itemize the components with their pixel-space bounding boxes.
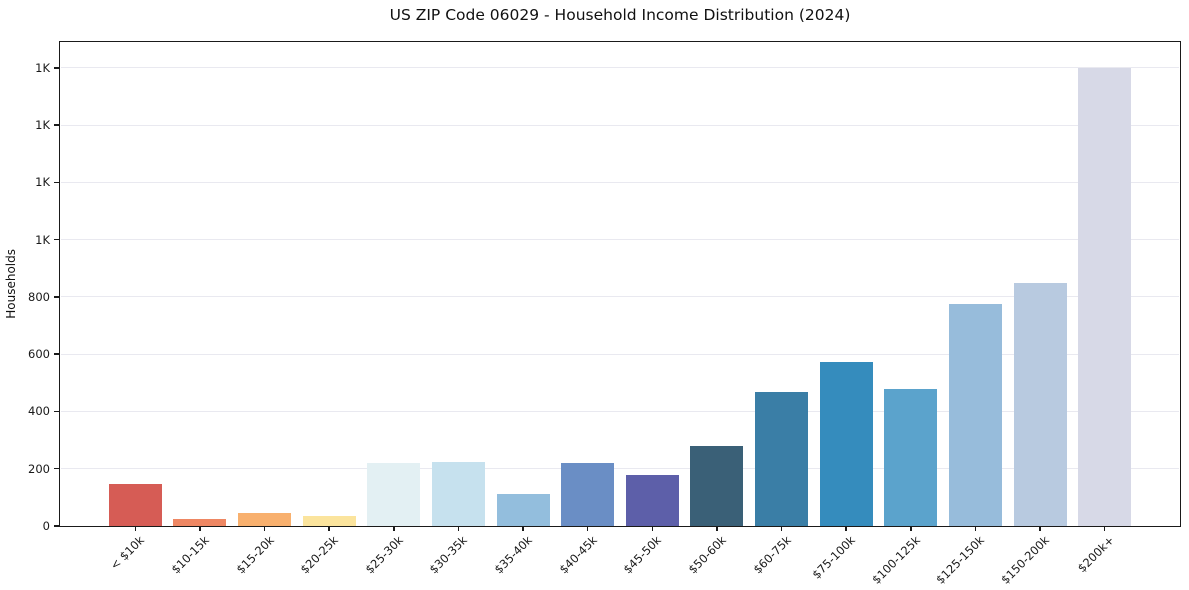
bar [755, 391, 809, 526]
x-tick-mark [457, 526, 460, 531]
bar [690, 445, 744, 526]
y-tick-mark [54, 353, 59, 355]
y-tick-label: 1K [35, 60, 50, 75]
bar [625, 475, 679, 526]
bar [238, 513, 292, 526]
y-tick-label: 200 [28, 461, 50, 476]
x-tick-mark [716, 526, 718, 531]
y-tick-mark [54, 181, 59, 184]
x-tick-mark [845, 526, 847, 531]
x-tick-mark [651, 526, 654, 531]
bar [302, 515, 356, 526]
y-tick-label: 1K [35, 232, 50, 247]
x-tick-mark [1039, 526, 1041, 531]
gridline [61, 181, 1179, 183]
x-tick-mark [1103, 526, 1106, 531]
bar [173, 518, 227, 526]
bar [496, 494, 550, 526]
x-tick-mark [780, 526, 783, 531]
y-tick-mark [54, 238, 59, 241]
gridline [61, 67, 1179, 69]
bar [108, 484, 162, 526]
x-tick-mark [263, 526, 266, 531]
x-tick-mark [910, 526, 912, 531]
x-tick-mark [328, 526, 330, 531]
chart-title: US ZIP Code 06029 - Household Income Dis… [389, 6, 851, 24]
y-tick-label: 600 [28, 347, 50, 362]
x-tick-mark [134, 526, 137, 531]
y-tick-mark [54, 124, 59, 126]
x-tick-label: < $10k [107, 533, 148, 573]
gridline [61, 124, 1179, 126]
bar [884, 389, 938, 526]
y-tick-mark [54, 410, 59, 413]
bar [819, 362, 873, 526]
x-tick-mark [974, 526, 977, 531]
x-tick-mark [522, 526, 524, 531]
gridline [61, 239, 1179, 241]
bar [431, 462, 485, 526]
y-tick-label: 800 [28, 289, 50, 304]
y-tick-label: 1K [35, 118, 50, 133]
y-tick-mark [54, 525, 59, 527]
bar [367, 462, 421, 526]
y-tick-label: 0 [42, 519, 50, 533]
y-tick-mark [54, 467, 59, 470]
bar [1078, 67, 1132, 526]
y-tick-label: 1K [35, 175, 50, 190]
y-tick-mark [54, 67, 59, 69]
bar [561, 463, 615, 526]
bar [948, 303, 1002, 526]
gridline [61, 468, 1179, 470]
gridline [61, 353, 1179, 355]
gridline [61, 410, 1179, 412]
gridline [61, 296, 1179, 298]
y-tick-label: 400 [28, 404, 50, 419]
y-tick-mark [54, 296, 59, 298]
x-tick-mark [199, 526, 201, 531]
bar [1013, 282, 1067, 526]
x-tick-mark [586, 526, 589, 531]
x-tick-mark [393, 526, 395, 531]
